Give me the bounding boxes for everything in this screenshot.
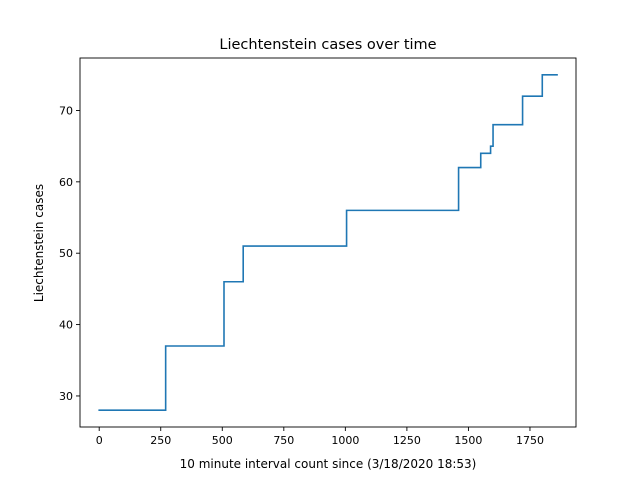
y-axis-ticks: 30 40 50 60 70 [59, 104, 80, 403]
x-tick-label: 250 [150, 434, 171, 447]
y-tick-label: 40 [59, 319, 73, 332]
x-tick-label: 500 [212, 434, 233, 447]
y-tick-label: 60 [59, 176, 73, 189]
plot-frame [79, 57, 577, 428]
y-tick-label: 50 [59, 247, 73, 260]
x-tick-label: 750 [273, 434, 294, 447]
x-tick-label: 0 [96, 434, 103, 447]
x-axis-label: 10 minute interval count since (3/18/202… [180, 457, 477, 471]
x-tick-label: 1500 [454, 434, 482, 447]
y-tick-label: 30 [59, 390, 73, 403]
x-axis-ticks: 0 250 500 750 1000 1250 1500 1750 [96, 427, 544, 447]
y-tick-label: 70 [59, 104, 73, 117]
series-line [98, 73, 558, 412]
y-axis-label: Liechtenstein cases [32, 184, 46, 302]
chart-title: Liechtenstein cases over time [219, 37, 436, 53]
x-tick-label: 1750 [516, 434, 544, 447]
x-tick-label: 1250 [393, 434, 421, 447]
x-tick-label: 1000 [331, 434, 359, 447]
